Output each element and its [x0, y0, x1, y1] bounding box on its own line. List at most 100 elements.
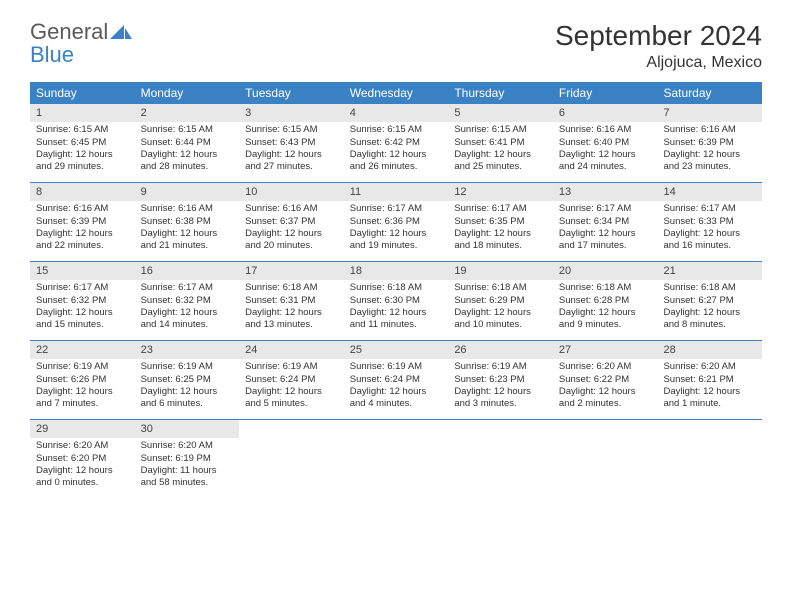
day-number: 16 — [135, 262, 240, 280]
sunset: Sunset: 6:44 PM — [141, 137, 234, 149]
daylight-line2: and 21 minutes. — [141, 240, 234, 252]
day-info: Sunrise: 6:15 AMSunset: 6:43 PMDaylight:… — [239, 122, 344, 177]
day-cell: 26Sunrise: 6:19 AMSunset: 6:23 PMDayligh… — [448, 341, 553, 419]
day-number: 4 — [344, 104, 449, 122]
sunrise: Sunrise: 6:15 AM — [350, 124, 443, 136]
header: GeneralBlue September 2024 Aljojuca, Mex… — [30, 20, 762, 72]
daylight-line1: Daylight: 12 hours — [141, 228, 234, 240]
daylight-line1: Daylight: 12 hours — [36, 149, 129, 161]
day-cell: 30Sunrise: 6:20 AMSunset: 6:19 PMDayligh… — [135, 420, 240, 498]
day-info: Sunrise: 6:20 AMSunset: 6:22 PMDaylight:… — [553, 359, 658, 414]
day-number: 7 — [657, 104, 762, 122]
day-info: Sunrise: 6:19 AMSunset: 6:26 PMDaylight:… — [30, 359, 135, 414]
sunrise: Sunrise: 6:16 AM — [663, 124, 756, 136]
daylight-line1: Daylight: 12 hours — [141, 149, 234, 161]
sunrise: Sunrise: 6:17 AM — [350, 203, 443, 215]
sunrise: Sunrise: 6:20 AM — [36, 440, 129, 452]
day-info: Sunrise: 6:18 AMSunset: 6:29 PMDaylight:… — [448, 280, 553, 335]
day-cell: 6Sunrise: 6:16 AMSunset: 6:40 PMDaylight… — [553, 104, 658, 182]
dayname-wednesday: Wednesday — [344, 82, 449, 104]
sunrise: Sunrise: 6:16 AM — [141, 203, 234, 215]
day-cell: 28Sunrise: 6:20 AMSunset: 6:21 PMDayligh… — [657, 341, 762, 419]
brand-part2: Blue — [30, 42, 74, 67]
daylight-line2: and 28 minutes. — [141, 161, 234, 173]
day-info: Sunrise: 6:19 AMSunset: 6:23 PMDaylight:… — [448, 359, 553, 414]
sunrise: Sunrise: 6:18 AM — [663, 282, 756, 294]
daylight-line2: and 5 minutes. — [245, 398, 338, 410]
day-cell: 4Sunrise: 6:15 AMSunset: 6:42 PMDaylight… — [344, 104, 449, 182]
sunrise: Sunrise: 6:17 AM — [36, 282, 129, 294]
daylight-line1: Daylight: 12 hours — [559, 386, 652, 398]
sail-icon — [110, 20, 132, 34]
empty-cell — [553, 420, 658, 498]
sunset: Sunset: 6:43 PM — [245, 137, 338, 149]
sunset: Sunset: 6:31 PM — [245, 295, 338, 307]
day-cell: 13Sunrise: 6:17 AMSunset: 6:34 PMDayligh… — [553, 183, 658, 261]
sunrise: Sunrise: 6:16 AM — [36, 203, 129, 215]
daylight-line2: and 7 minutes. — [36, 398, 129, 410]
day-info: Sunrise: 6:19 AMSunset: 6:25 PMDaylight:… — [135, 359, 240, 414]
sunset: Sunset: 6:23 PM — [454, 374, 547, 386]
day-info: Sunrise: 6:16 AMSunset: 6:38 PMDaylight:… — [135, 201, 240, 256]
day-info: Sunrise: 6:18 AMSunset: 6:27 PMDaylight:… — [657, 280, 762, 335]
dayname-friday: Friday — [553, 82, 658, 104]
sunset: Sunset: 6:33 PM — [663, 216, 756, 228]
day-info: Sunrise: 6:15 AMSunset: 6:41 PMDaylight:… — [448, 122, 553, 177]
day-info: Sunrise: 6:18 AMSunset: 6:28 PMDaylight:… — [553, 280, 658, 335]
day-info: Sunrise: 6:19 AMSunset: 6:24 PMDaylight:… — [344, 359, 449, 414]
day-info: Sunrise: 6:20 AMSunset: 6:21 PMDaylight:… — [657, 359, 762, 414]
daylight-line2: and 24 minutes. — [559, 161, 652, 173]
sunrise: Sunrise: 6:19 AM — [350, 361, 443, 373]
sunrise: Sunrise: 6:15 AM — [454, 124, 547, 136]
day-number: 23 — [135, 341, 240, 359]
daylight-line1: Daylight: 12 hours — [663, 149, 756, 161]
daylight-line1: Daylight: 12 hours — [559, 149, 652, 161]
sunset: Sunset: 6:45 PM — [36, 137, 129, 149]
day-number: 8 — [30, 183, 135, 201]
day-number: 24 — [239, 341, 344, 359]
sunrise: Sunrise: 6:19 AM — [454, 361, 547, 373]
day-number: 22 — [30, 341, 135, 359]
day-cell: 1Sunrise: 6:15 AMSunset: 6:45 PMDaylight… — [30, 104, 135, 182]
day-cell: 23Sunrise: 6:19 AMSunset: 6:25 PMDayligh… — [135, 341, 240, 419]
daylight-line2: and 22 minutes. — [36, 240, 129, 252]
sunrise: Sunrise: 6:15 AM — [36, 124, 129, 136]
daylight-line2: and 29 minutes. — [36, 161, 129, 173]
sunrise: Sunrise: 6:19 AM — [245, 361, 338, 373]
empty-cell — [448, 420, 553, 498]
sunrise: Sunrise: 6:18 AM — [350, 282, 443, 294]
week-row: 8Sunrise: 6:16 AMSunset: 6:39 PMDaylight… — [30, 182, 762, 261]
day-info: Sunrise: 6:18 AMSunset: 6:31 PMDaylight:… — [239, 280, 344, 335]
dayname-thursday: Thursday — [448, 82, 553, 104]
month-title: September 2024 — [555, 20, 762, 52]
sunrise: Sunrise: 6:18 AM — [245, 282, 338, 294]
daylight-line1: Daylight: 12 hours — [36, 228, 129, 240]
dayname-sunday: Sunday — [30, 82, 135, 104]
sunset: Sunset: 6:34 PM — [559, 216, 652, 228]
sunrise: Sunrise: 6:20 AM — [141, 440, 234, 452]
week-row: 22Sunrise: 6:19 AMSunset: 6:26 PMDayligh… — [30, 340, 762, 419]
day-number: 17 — [239, 262, 344, 280]
day-info: Sunrise: 6:15 AMSunset: 6:42 PMDaylight:… — [344, 122, 449, 177]
day-cell: 9Sunrise: 6:16 AMSunset: 6:38 PMDaylight… — [135, 183, 240, 261]
daylight-line2: and 18 minutes. — [454, 240, 547, 252]
sunrise: Sunrise: 6:15 AM — [245, 124, 338, 136]
empty-cell — [239, 420, 344, 498]
daylight-line2: and 26 minutes. — [350, 161, 443, 173]
daylight-line1: Daylight: 12 hours — [36, 386, 129, 398]
daylight-line1: Daylight: 12 hours — [245, 149, 338, 161]
sunset: Sunset: 6:24 PM — [245, 374, 338, 386]
sunrise: Sunrise: 6:19 AM — [36, 361, 129, 373]
sunset: Sunset: 6:29 PM — [454, 295, 547, 307]
sunrise: Sunrise: 6:17 AM — [141, 282, 234, 294]
day-cell: 12Sunrise: 6:17 AMSunset: 6:35 PMDayligh… — [448, 183, 553, 261]
daylight-line2: and 2 minutes. — [559, 398, 652, 410]
calendar: SundayMondayTuesdayWednesdayThursdayFrid… — [30, 82, 762, 498]
day-info: Sunrise: 6:17 AMSunset: 6:35 PMDaylight:… — [448, 201, 553, 256]
daylight-line1: Daylight: 12 hours — [559, 307, 652, 319]
week-row: 15Sunrise: 6:17 AMSunset: 6:32 PMDayligh… — [30, 261, 762, 340]
daylight-line2: and 3 minutes. — [454, 398, 547, 410]
day-cell: 5Sunrise: 6:15 AMSunset: 6:41 PMDaylight… — [448, 104, 553, 182]
sunset: Sunset: 6:35 PM — [454, 216, 547, 228]
daylight-line2: and 10 minutes. — [454, 319, 547, 331]
